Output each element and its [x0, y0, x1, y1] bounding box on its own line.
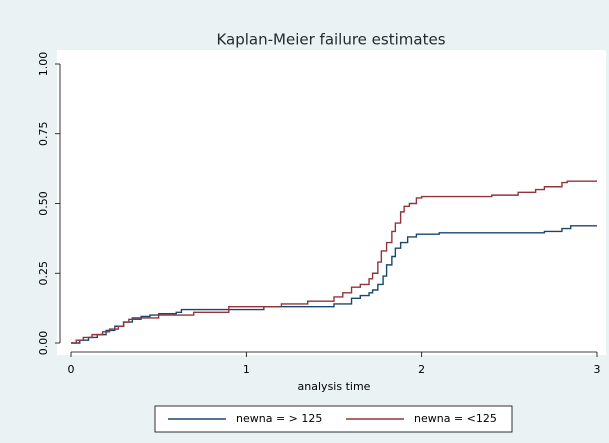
- x-tick-label: 1: [243, 363, 250, 376]
- y-tick-label: 0.50: [37, 191, 50, 216]
- legend-label: newna = <125: [414, 412, 497, 425]
- legend-label: newna = > 125: [236, 412, 322, 425]
- plot-area: [57, 50, 606, 355]
- km-curve: [71, 225, 597, 344]
- km-curve: [71, 180, 597, 344]
- y-tick-label: 0.25: [37, 261, 50, 286]
- x-axis-label: analysis time: [298, 380, 371, 393]
- y-tick-label: 0.00: [37, 331, 50, 356]
- y-tick-label: 0.75: [37, 122, 50, 147]
- x-tick-label: 2: [418, 363, 425, 376]
- chart-title: Kaplan-Meier failure estimates: [216, 31, 445, 49]
- x-tick-label: 3: [594, 363, 601, 376]
- x-tick-label: 0: [68, 363, 75, 376]
- y-tick-label: 1.00: [37, 52, 50, 77]
